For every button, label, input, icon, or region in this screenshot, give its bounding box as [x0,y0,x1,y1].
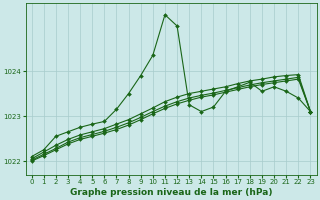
X-axis label: Graphe pression niveau de la mer (hPa): Graphe pression niveau de la mer (hPa) [70,188,272,197]
